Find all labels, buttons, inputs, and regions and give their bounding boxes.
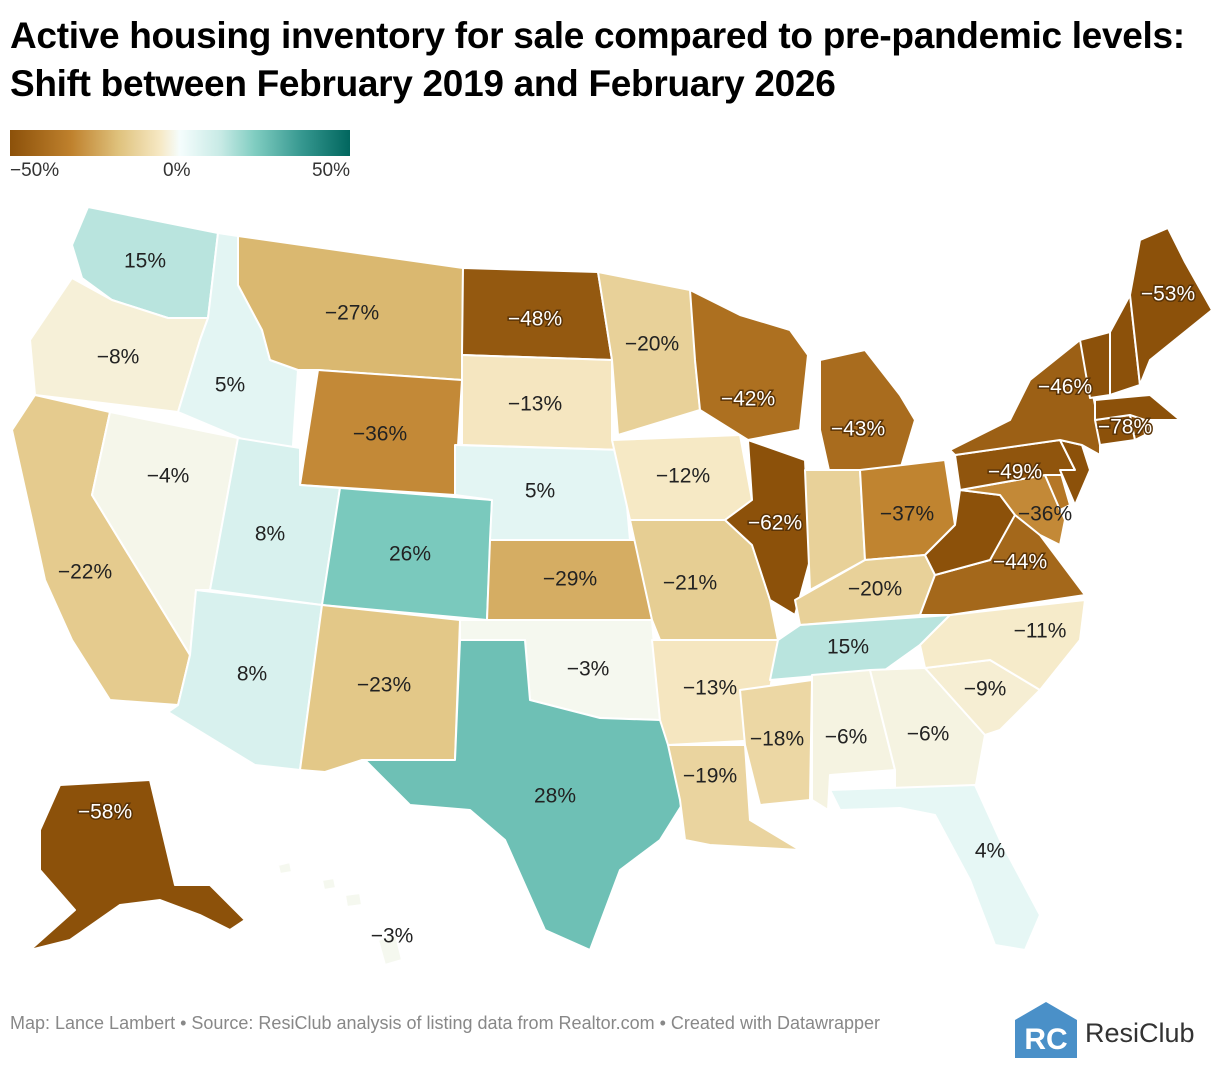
state-label-ok: −3% <box>567 658 610 681</box>
state-label-oh: −37% <box>880 503 934 526</box>
state-label-mi: −43% <box>831 418 885 441</box>
state-label-ne: 5% <box>525 480 555 503</box>
legend-gradient-bar <box>10 130 350 156</box>
state-fl[interactable] <box>829 784 1041 951</box>
state-label-nv: −4% <box>147 465 190 488</box>
state-ma[interactable] <box>1094 394 1181 421</box>
state-label-mo: −21% <box>663 572 717 595</box>
state-label-il: −62% <box>748 512 802 535</box>
state-label-ny: −46% <box>1038 376 1092 399</box>
state-label-hi: −3% <box>371 925 414 948</box>
source-footer: Map: Lance Lambert • Source: ResiClub an… <box>10 1013 881 1033</box>
state-label-wa: 15% <box>124 250 166 273</box>
state-hi[interactable] <box>277 861 403 966</box>
state-label-ms: −18% <box>750 728 804 751</box>
state-label-fl: 4% <box>975 840 1005 863</box>
legend-max-label: 50% <box>311 160 350 181</box>
state-label-wy: −36% <box>353 423 407 446</box>
logo-text: ResiClub <box>1085 1018 1195 1048</box>
state-label-nm: −23% <box>357 674 411 697</box>
state-la[interactable] <box>667 744 801 851</box>
resiclub-logo-icon: RC <box>1015 1002 1077 1058</box>
state-label-or: −8% <box>97 346 140 369</box>
state-label-ca: −22% <box>58 561 112 584</box>
state-mi[interactable] <box>819 349 916 476</box>
resiclub-logo: RC ResiClub <box>1015 1002 1215 1062</box>
state-label-al: −6% <box>825 726 868 749</box>
state-ms[interactable] <box>739 679 813 806</box>
state-label-ak: −58% <box>78 801 132 824</box>
state-label-la: −19% <box>683 765 737 788</box>
state-label-nd: −48% <box>508 308 562 331</box>
state-label-ct: −78% <box>1098 416 1152 439</box>
state-label-va: −44% <box>993 551 1047 574</box>
state-label-ky: −20% <box>848 578 902 601</box>
state-ak[interactable] <box>29 779 246 951</box>
state-label-ar: −13% <box>683 677 737 700</box>
state-label-co: 26% <box>389 543 431 566</box>
legend-min-label: −50% <box>10 160 60 181</box>
state-label-nc: −11% <box>1014 620 1067 643</box>
state-label-ks: −29% <box>543 568 597 591</box>
state-label-ga: −6% <box>907 723 950 746</box>
state-label-md: −36% <box>1018 503 1072 526</box>
chart-title: Active housing inventory for sale compar… <box>10 15 1185 104</box>
legend-mid-label: 0% <box>163 160 191 181</box>
state-label-sd: −13% <box>508 393 562 416</box>
state-label-tx: 28% <box>534 785 576 808</box>
state-label-mn: −20% <box>625 333 679 356</box>
state-me[interactable] <box>1129 227 1213 386</box>
state-label-sc: −9% <box>964 678 1007 701</box>
state-label-pa: −49% <box>988 461 1042 484</box>
state-label-ia: −12% <box>656 465 710 488</box>
logo-mark: RC <box>1024 1023 1067 1056</box>
state-shapes <box>11 206 1213 966</box>
state-label-ut: 8% <box>255 523 285 546</box>
state-tx[interactable] <box>364 639 686 951</box>
state-label-az: 8% <box>237 663 267 686</box>
state-label-wi: −42% <box>721 388 775 411</box>
state-value-labels: 15% −8% −22% −4% 5% −27% −36% 8% 8% 26% −23% −48% −1… <box>58 250 1197 948</box>
state-label-me: −53% <box>1141 283 1195 306</box>
state-label-mt: −27% <box>325 302 379 325</box>
color-legend: −50% 0% 50% <box>10 130 350 186</box>
state-label-id: 5% <box>215 374 245 397</box>
state-label-tn: 15% <box>827 636 869 659</box>
state-wi[interactable] <box>689 289 809 441</box>
